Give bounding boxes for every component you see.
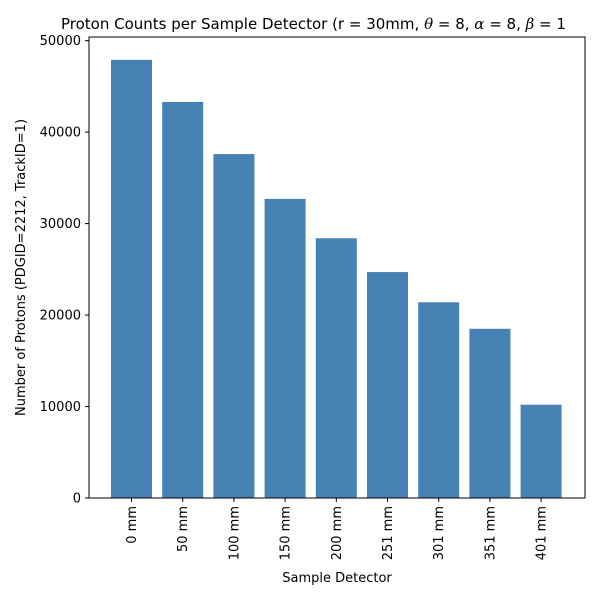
x-tick-label: 100 mm — [227, 506, 242, 560]
bar — [418, 302, 460, 498]
x-tick-label: 0 mm — [125, 506, 140, 544]
chart-title-symbol: α — [474, 15, 484, 33]
x-tick-label: 50 mm — [176, 506, 191, 552]
x-axis-label: Sample Detector — [282, 571, 392, 586]
y-axis-ticks: 0 10000 20000 30000 40000 50000 — [40, 34, 89, 507]
x-tick-label: 200 mm — [330, 506, 345, 560]
bar — [367, 272, 408, 498]
x-tick-label: 150 mm — [279, 506, 294, 560]
y-tick-label: 10000 — [40, 400, 81, 415]
bar — [162, 101, 204, 498]
x-tick-label: 251 mm — [381, 506, 396, 560]
chart-title-symbol-value: = 8, — [484, 15, 525, 33]
bars-group — [111, 59, 562, 499]
x-tick-label: 401 mm — [535, 506, 550, 560]
chart-title-symbol: θ — [424, 15, 433, 33]
bar — [264, 198, 306, 498]
x-axis-ticks: 0 mm 50 mm 100 mm 150 mm 200 mm 251 mm 301 mm 3… — [125, 498, 550, 560]
x-tick-label: 351 mm — [483, 506, 498, 560]
chart-title-prefix: Proton Counts per Sample Detector (r = 3… — [61, 15, 424, 33]
x-tick-label: 301 mm — [432, 506, 447, 560]
bar — [315, 238, 357, 499]
bar — [111, 59, 152, 499]
bar — [213, 154, 255, 498]
bar — [469, 328, 511, 498]
plot-frame — [88, 36, 586, 499]
bar — [520, 404, 562, 498]
y-tick-label: 20000 — [40, 309, 81, 324]
chart-title-symbol-value: = 1 — [534, 15, 566, 33]
chart-title-symbol: β — [525, 15, 535, 33]
y-tick-label: 40000 — [40, 126, 81, 141]
y-axis-label: Number of Protons (PDGID=2212, TrackID=1… — [14, 119, 29, 416]
chart-title: Proton Counts per Sample Detector (r = 3… — [61, 15, 566, 33]
y-tick-label: 0 — [73, 492, 81, 507]
chart-title-symbol-value: = 8, — [433, 15, 474, 33]
y-tick-label: 50000 — [40, 34, 81, 49]
y-tick-label: 30000 — [40, 217, 81, 232]
